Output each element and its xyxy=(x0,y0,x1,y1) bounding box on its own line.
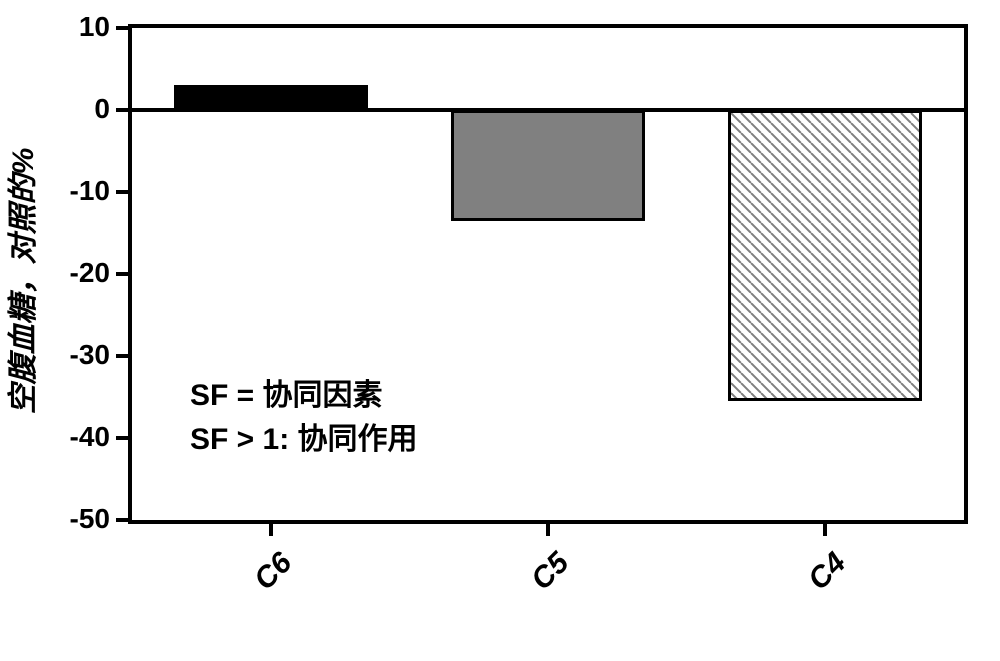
y-tick-label: -10 xyxy=(40,175,110,207)
y-tick xyxy=(116,436,128,440)
x-tick-label: C5 xyxy=(488,546,576,634)
x-tick-label: C6 xyxy=(211,546,299,634)
y-tick xyxy=(116,26,128,30)
bar-C4 xyxy=(728,110,922,401)
y-tick-label: -30 xyxy=(40,339,110,371)
x-tick xyxy=(269,524,273,536)
y-tick xyxy=(116,190,128,194)
y-tick-label: -20 xyxy=(40,257,110,289)
y-tick xyxy=(116,518,128,522)
y-tick xyxy=(116,108,128,112)
plot-area: SF = 3.20 SF = 协同因素 SF > 1: 协同作用 xyxy=(128,24,968,524)
y-tick xyxy=(116,354,128,358)
x-tick xyxy=(823,524,827,536)
y-tick-label: -40 xyxy=(40,421,110,453)
y-tick-label: 10 xyxy=(40,11,110,43)
y-axis-label: 空腹血糖，对照的% xyxy=(0,31,42,531)
sf-legend-note: SF = 协同因素 SF > 1: 协同作用 xyxy=(190,370,418,458)
y-tick-label: -50 xyxy=(40,503,110,535)
y-tick xyxy=(116,272,128,276)
bar-C5 xyxy=(451,110,645,221)
y-tick-label: 0 xyxy=(40,93,110,125)
x-tick-label: C4 xyxy=(766,546,854,634)
hatch-pattern xyxy=(731,113,919,398)
chart-container: 空腹血糖，对照的% 10 0 -10 -20 -30 -40 -50 SF = 3.20 S… xyxy=(0,0,1000,661)
bar-C6 xyxy=(174,85,368,110)
x-tick xyxy=(546,524,550,536)
